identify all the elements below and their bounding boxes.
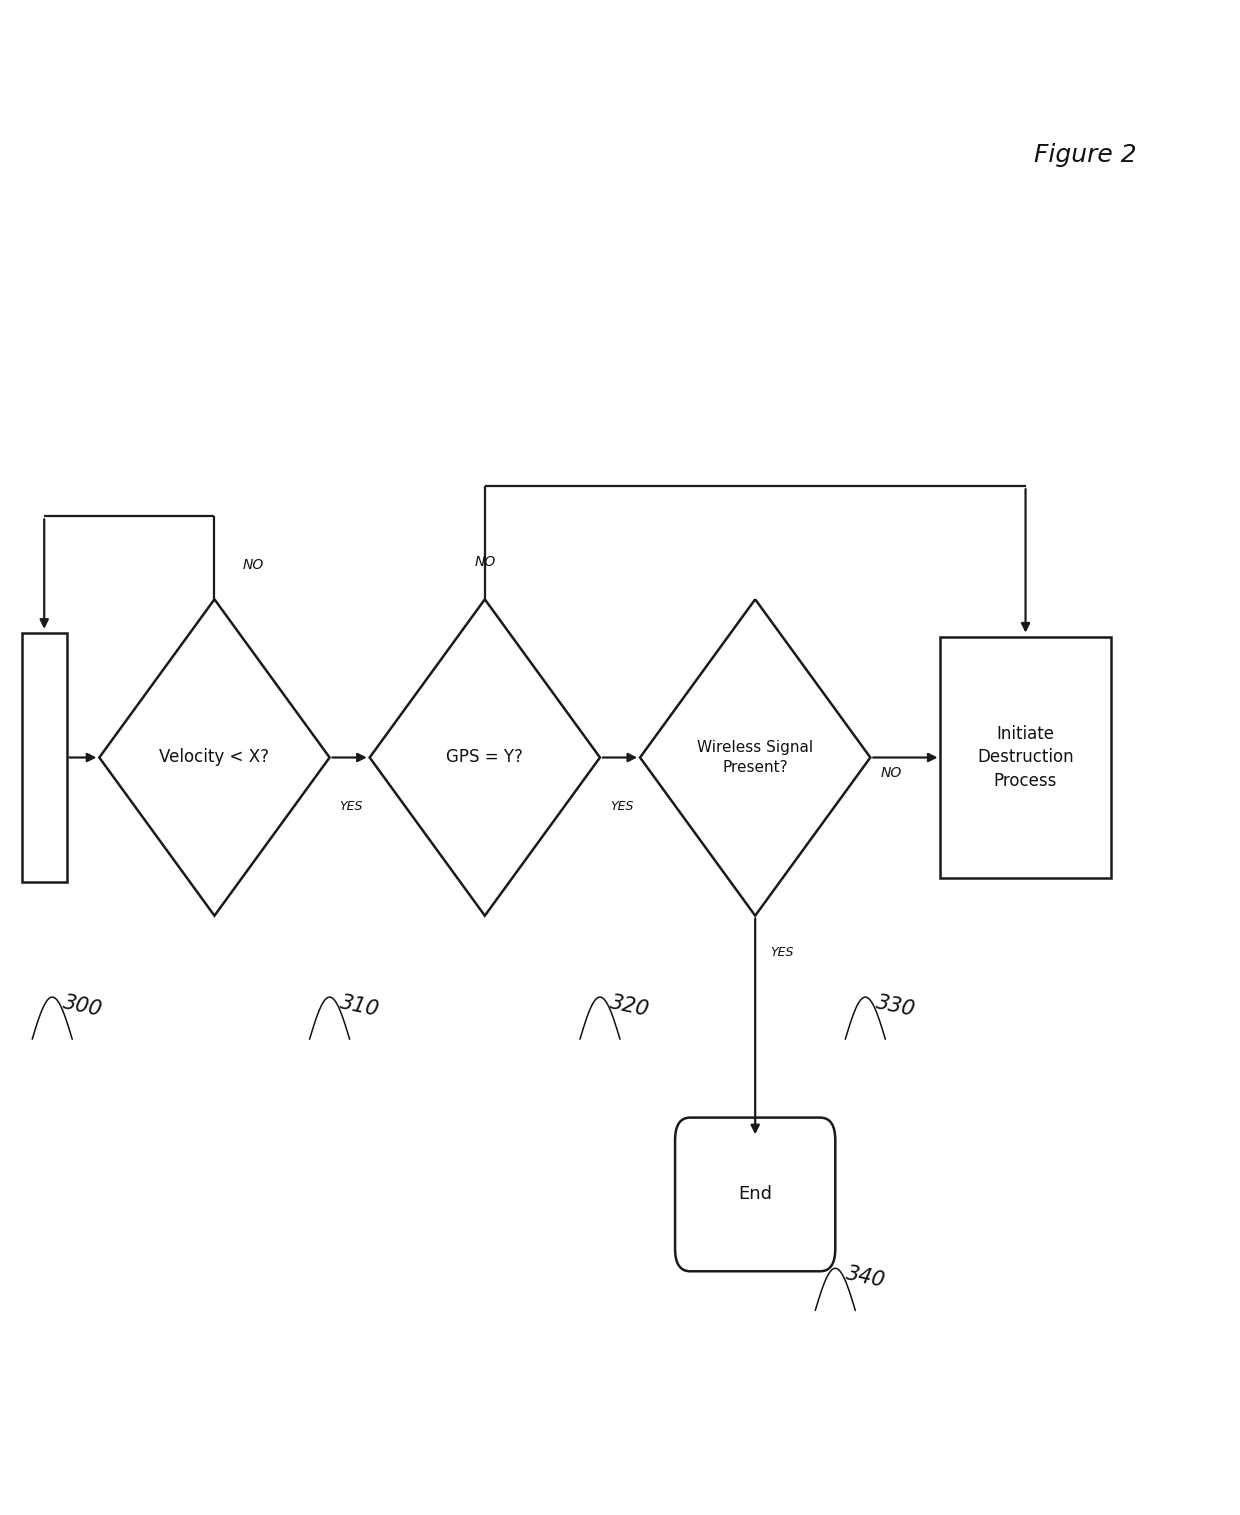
Text: YES: YES — [770, 945, 794, 959]
Text: Velocity < X?: Velocity < X? — [160, 748, 269, 767]
Text: End: End — [738, 1185, 773, 1203]
Text: NO: NO — [243, 558, 264, 573]
Bar — [940, 636, 1111, 879]
Text: Initiate
Destruction
Process: Initiate Destruction Process — [977, 724, 1074, 791]
Text: NO: NO — [880, 765, 901, 780]
Text: NO: NO — [474, 554, 496, 570]
Text: 310: 310 — [339, 992, 381, 1020]
Text: 330: 330 — [874, 992, 916, 1020]
Text: 300: 300 — [61, 992, 104, 1020]
Bar — [21, 633, 67, 882]
Text: Wireless Signal
Present?: Wireless Signal Present? — [697, 741, 813, 774]
Text: YES: YES — [340, 800, 363, 812]
Text: Figure 2: Figure 2 — [1034, 142, 1137, 167]
Text: GPS = Y?: GPS = Y? — [446, 748, 523, 767]
Text: 340: 340 — [843, 1264, 887, 1291]
Text: 320: 320 — [609, 992, 651, 1020]
Text: YES: YES — [610, 800, 634, 812]
